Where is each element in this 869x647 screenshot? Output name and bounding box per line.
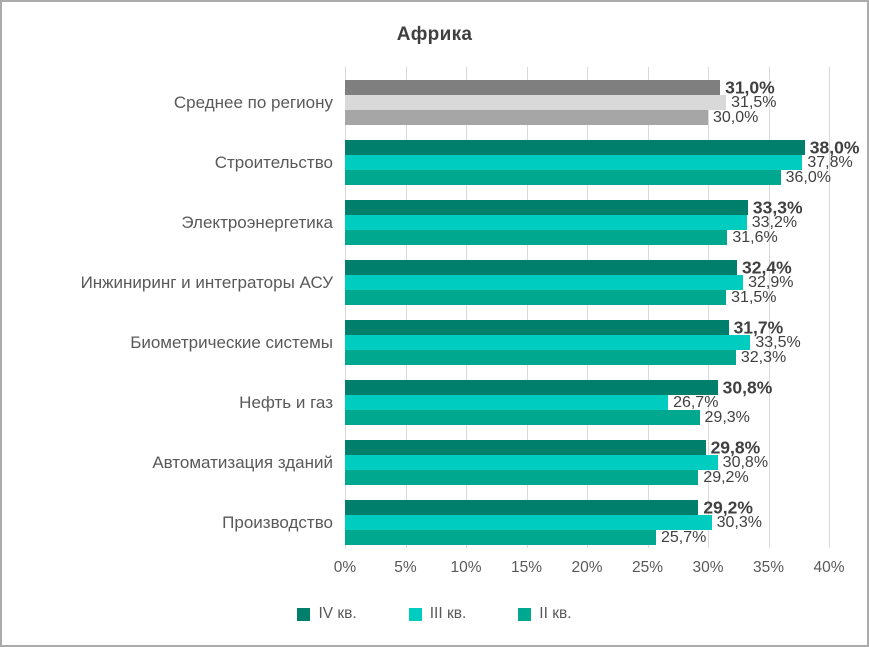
- legend-item-2: II кв.: [518, 605, 572, 623]
- bar-series1-cat1: [345, 155, 803, 170]
- value-label: 36,0%: [785, 168, 831, 186]
- bar-series2-cat2: [345, 230, 728, 245]
- category-label: Строительство: [214, 152, 333, 172]
- category-label: Инжиниринг и интеграторы АСУ: [80, 272, 333, 292]
- value-label: 31,0%: [725, 76, 775, 97]
- gridline-5: [647, 67, 649, 548]
- bar-series1-cat3: [345, 275, 744, 290]
- value-label: 30,8%: [722, 453, 769, 471]
- value-label: 32,4%: [742, 256, 792, 277]
- value-label: 29,2%: [703, 468, 749, 486]
- value-label: 31,5%: [731, 288, 777, 306]
- x-tick-label: 15%: [510, 559, 543, 576]
- category-label: Биометрические системы: [130, 332, 333, 352]
- gridline-8: [829, 67, 830, 548]
- value-label: 29,8%: [710, 436, 761, 457]
- legend-label: II кв.: [539, 605, 572, 622]
- bar-series0-cat2: [345, 200, 748, 215]
- legend-item-0: IV кв.: [297, 605, 357, 623]
- bar-series2-cat5: [345, 410, 700, 425]
- value-label: 37,8%: [807, 153, 853, 171]
- value-label: 31,6%: [732, 228, 778, 246]
- x-tick-label: 30%: [692, 559, 724, 576]
- bar-series1-cat7: [345, 515, 712, 530]
- value-label: 26,7%: [673, 393, 719, 411]
- x-axis: 0% 5% 10% 15% 20% 25% 30% 35% 40%: [334, 559, 845, 581]
- bar-series2-cat3: [345, 290, 727, 305]
- value-label: 29,3%: [704, 408, 750, 426]
- bar-series1-cat6: [345, 455, 718, 470]
- gridline-2: [466, 67, 467, 548]
- bar-series0-cat6: [345, 440, 706, 455]
- value-label: 33,2%: [751, 213, 798, 231]
- legend-label: III кв.: [429, 605, 467, 622]
- value-label: 30,8%: [722, 376, 773, 397]
- legend-item-1: III кв.: [408, 605, 467, 623]
- bar-series1-cat5: [345, 395, 669, 410]
- x-tick-label: 40%: [813, 559, 845, 576]
- x-tick-label: 20%: [571, 559, 603, 576]
- bar-series0-cat1: [345, 140, 805, 155]
- gridline-7: [768, 67, 770, 548]
- bar-series2-cat1: [345, 170, 781, 185]
- bar-series1-cat0: [345, 95, 727, 110]
- x-tick-label: 0%: [333, 559, 357, 576]
- value-label: 33,3%: [752, 196, 803, 217]
- legend-swatch-icon: [408, 607, 422, 621]
- bar-series0-cat0: [345, 80, 721, 95]
- value-label: 30,0%: [713, 108, 759, 126]
- plot-area: 31,0% 31,5% 30,0% 38,0% 37,8% 36,0% 33,3% 33,2%…: [345, 67, 859, 548]
- bar-series0-cat4: [345, 320, 729, 335]
- bar-series0-cat3: [345, 260, 738, 275]
- value-label: 25,7%: [660, 528, 707, 546]
- x-tick-label: 10%: [450, 559, 482, 576]
- gridline-4: [587, 67, 588, 548]
- x-tick-label: 25%: [631, 559, 664, 576]
- category-label: Нефть и газ: [239, 392, 333, 412]
- value-label: 33,5%: [755, 333, 801, 351]
- value-label: 32,3%: [740, 348, 787, 366]
- bar-series2-cat7: [345, 530, 656, 545]
- bar-series0-cat7: [345, 500, 699, 515]
- legend-swatch-icon: [297, 607, 311, 621]
- x-tick-label: 35%: [752, 559, 785, 576]
- bar-series2-cat0: [345, 110, 708, 125]
- value-label: 38,0%: [809, 136, 860, 157]
- gridline-0: [345, 67, 346, 548]
- value-label: 31,7%: [733, 316, 784, 337]
- x-tick-label: 5%: [394, 559, 417, 576]
- bar-series0-cat5: [345, 380, 718, 395]
- legend-label: IV кв.: [318, 605, 357, 622]
- value-label: 30,3%: [716, 513, 762, 531]
- legend-swatch-icon: [518, 607, 532, 621]
- category-label: Автоматизация зданий: [152, 452, 333, 472]
- bar-series1-cat2: [345, 215, 747, 230]
- chart-title: Африка: [396, 24, 473, 45]
- bar-series1-cat4: [345, 335, 751, 350]
- bar-series2-cat4: [345, 350, 736, 365]
- value-label: 29,2%: [703, 496, 753, 517]
- category-label: Электроэнергетика: [181, 212, 333, 232]
- gridline-6: [708, 67, 709, 548]
- bar-series2-cat6: [345, 470, 699, 485]
- legend: IV кв. III кв. II кв.: [2, 605, 867, 623]
- gridline-3: [526, 67, 528, 548]
- value-label: 32,9%: [748, 273, 794, 291]
- value-label: 31,5%: [731, 93, 777, 111]
- category-label: Среднее по региону: [173, 92, 333, 112]
- category-axis: Среднее по региону Строительство Электроэн…: [2, 67, 333, 548]
- gridline-1: [405, 67, 407, 548]
- category-label: Производство: [222, 512, 333, 532]
